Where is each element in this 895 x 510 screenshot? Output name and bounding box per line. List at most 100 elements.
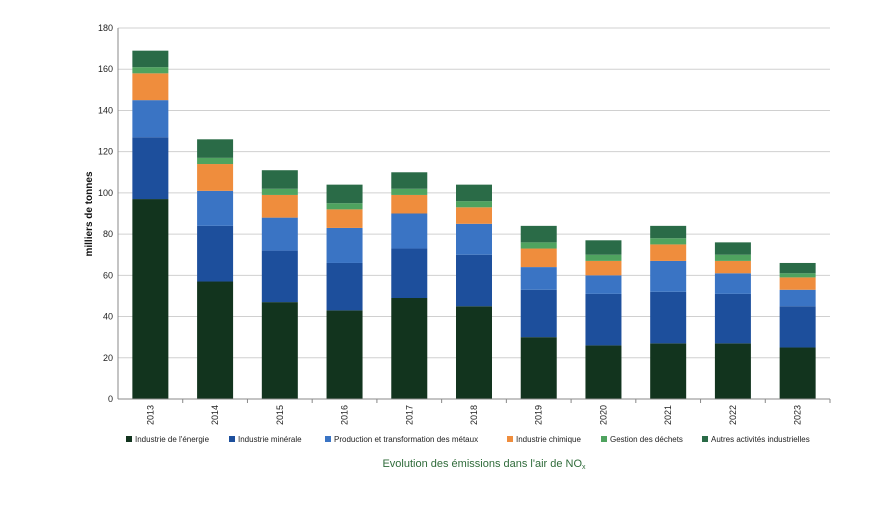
bar-segment	[714, 293, 751, 344]
x-tick-label: 2013	[145, 405, 155, 425]
bar-segment	[391, 194, 428, 214]
bar-segment	[391, 298, 428, 399]
y-tick-label: 20	[103, 353, 113, 363]
bar-segment	[197, 190, 234, 226]
y-tick-label: 0	[108, 394, 113, 404]
bar-segment	[650, 225, 687, 239]
bar-segment	[261, 302, 298, 399]
bar-segment	[132, 67, 169, 74]
bar-segment	[585, 240, 622, 255]
bar-segment	[326, 209, 363, 228]
y-axis-label: milliers de tonnes	[84, 171, 95, 256]
x-tick-label: 2015	[275, 405, 285, 425]
bar-segment	[779, 289, 816, 307]
bar-segment	[132, 50, 169, 68]
bar-segment	[197, 139, 234, 158]
bar-segment	[261, 194, 298, 218]
bar-segment	[132, 73, 169, 101]
bar-segment	[585, 254, 622, 261]
caption-main: Evolution des émissions dans l'air de NO	[382, 458, 582, 470]
y-tick-label: 80	[103, 229, 113, 239]
chart-caption: Evolution des émissions dans l'air de NO…	[382, 458, 586, 471]
bar-segment	[650, 291, 687, 344]
bar-segment	[779, 277, 816, 290]
bar-segment	[391, 172, 428, 189]
bar-segment	[197, 281, 234, 399]
bar-segment	[520, 289, 557, 338]
bar-segment	[714, 343, 751, 399]
x-tick-label: 2018	[469, 405, 479, 425]
y-tick-label: 140	[98, 105, 113, 115]
bar-segment	[585, 345, 622, 399]
legend: Industrie de l'énergie Industrie minérale…	[126, 435, 810, 444]
bar-segment	[326, 184, 363, 204]
bar-segment	[779, 347, 816, 399]
legend-swatch	[325, 436, 331, 442]
bar-segment	[132, 100, 169, 138]
bar-segment	[650, 260, 687, 292]
legend-swatch	[601, 436, 607, 442]
x-tick-label: 2017	[404, 405, 414, 425]
bar-segment	[714, 242, 751, 255]
y-tick-label: 180	[98, 23, 113, 33]
bar-segment	[197, 164, 234, 191]
bar-segment	[520, 225, 557, 243]
bars	[132, 50, 816, 399]
bar-segment	[779, 273, 816, 278]
bar-segment	[779, 306, 816, 348]
bar-segment	[132, 137, 169, 200]
x-tick-label: 2020	[598, 405, 608, 425]
x-tick-labels: 2013 2014 2015 2016 2017 2018 2019 2020 2021 2022…	[145, 405, 802, 425]
bar-segment	[714, 254, 751, 261]
bar-segment	[585, 260, 622, 276]
bar-segment	[261, 188, 298, 195]
bar-segment	[650, 238, 687, 245]
bar-segment	[456, 223, 492, 255]
legend-swatch	[126, 436, 132, 442]
x-tick-label: 2019	[534, 405, 544, 425]
y-tick-label: 100	[98, 188, 113, 198]
bar-segment	[197, 225, 234, 282]
x-tick-label: 2016	[340, 405, 350, 425]
bar-segment	[650, 343, 687, 399]
bar-segment	[456, 306, 492, 399]
bar-segment	[650, 244, 687, 261]
y-tick-label: 120	[98, 147, 113, 157]
y-tick-label: 160	[98, 64, 113, 74]
legend-swatch	[507, 436, 513, 442]
bar-segment	[456, 201, 492, 208]
bar-segment	[520, 267, 557, 290]
bar-segment	[326, 227, 363, 263]
x-tick-label: 2021	[663, 405, 673, 425]
legend-label: Production et transformation des métaux	[334, 435, 478, 444]
axes	[117, 28, 831, 403]
bar-segment	[261, 170, 298, 189]
bar-segment	[714, 260, 751, 274]
legend-label: Industrie chimique	[516, 435, 581, 444]
legend-label: Industrie minérale	[238, 435, 302, 444]
bar-segment	[261, 217, 298, 251]
legend-label: Autres activités industrielles	[711, 435, 810, 444]
bar-segment	[456, 184, 492, 202]
bar-segment	[520, 248, 557, 268]
y-tick-labels: 0 20 40 60 80 100 120 140 160 180	[98, 23, 113, 404]
bar-segment	[520, 337, 557, 399]
bar-segment	[456, 254, 492, 307]
legend-swatch	[702, 436, 708, 442]
caption-subscript: x	[582, 464, 586, 471]
bar-segment	[261, 250, 298, 303]
bar-segment	[326, 310, 363, 399]
x-tick-label: 2014	[210, 405, 220, 425]
x-tick-label: 2022	[728, 405, 738, 425]
bar-segment	[520, 242, 557, 249]
legend-swatch	[229, 436, 235, 442]
bar-segment	[456, 207, 492, 224]
bar-segment	[391, 188, 428, 195]
bar-segment	[714, 273, 751, 294]
bar-segment	[326, 262, 363, 311]
legend-label: Gestion des déchets	[610, 435, 683, 444]
bar-segment	[585, 293, 622, 346]
x-tick-label: 2023	[793, 405, 803, 425]
bar-segment	[326, 203, 363, 210]
